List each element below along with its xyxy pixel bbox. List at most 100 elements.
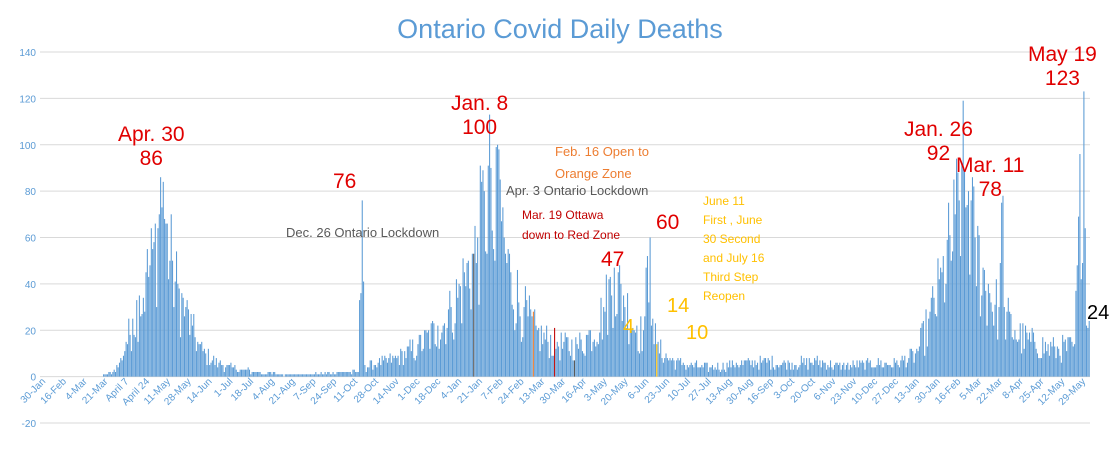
bar: [1005, 339, 1007, 377]
bar: [743, 360, 745, 377]
bar: [1066, 351, 1068, 377]
bar: [1028, 332, 1031, 377]
bar: [264, 374, 266, 377]
bar: [526, 300, 528, 377]
bar: [1007, 297, 1009, 377]
bar: [837, 365, 840, 377]
bar: [747, 358, 749, 377]
x-tick-label: 16-Apr: [560, 376, 589, 405]
annotation-mar11: Mar. 11 78: [956, 154, 1025, 201]
bar: [540, 325, 542, 377]
bar: [514, 330, 516, 377]
bar: [373, 365, 375, 377]
bar: [997, 339, 999, 377]
bar: [377, 362, 379, 377]
bar: [152, 249, 154, 377]
bar: [706, 362, 708, 377]
bar: [266, 374, 268, 377]
bar: [260, 374, 262, 377]
bar: [616, 314, 618, 377]
bar: [382, 360, 385, 377]
bar: [1051, 346, 1053, 377]
bar: [262, 374, 264, 377]
bar: [197, 341, 199, 377]
bar: [129, 334, 131, 377]
chart-title: Ontario Covid Daily Deaths: [397, 14, 723, 44]
bar: [385, 358, 387, 377]
bar: [1055, 358, 1057, 377]
bar: [891, 367, 893, 377]
bar: [428, 330, 430, 377]
bar: [792, 369, 794, 377]
annotation-apr30: Apr. 30 86: [118, 123, 185, 170]
bar: [591, 351, 593, 377]
bar: [251, 371, 253, 377]
bar: [550, 334, 552, 377]
bar: [613, 267, 615, 377]
bar: [879, 365, 881, 377]
bar: [559, 360, 561, 377]
bar: [861, 360, 863, 377]
bar: [1010, 314, 1012, 377]
bar: [421, 351, 423, 377]
bar: [183, 316, 186, 377]
bar: [563, 341, 565, 377]
bar: [908, 358, 910, 377]
bar: [593, 339, 595, 377]
bar: [884, 362, 886, 377]
bar: [443, 323, 446, 377]
bar: [214, 365, 216, 377]
bar: [975, 286, 977, 377]
bar: [745, 360, 747, 377]
bar: [361, 200, 363, 377]
bar: [1034, 341, 1036, 377]
y-tick-label: 140: [19, 48, 36, 59]
bar: [432, 320, 434, 377]
bar: [916, 348, 918, 377]
bar: [1064, 339, 1066, 377]
bar: [857, 367, 859, 377]
bar: [913, 362, 915, 377]
bar: [896, 360, 898, 377]
bar: [871, 367, 873, 377]
bar: [885, 362, 887, 377]
bar: [252, 371, 254, 377]
bar: [118, 362, 121, 377]
bar: [952, 251, 954, 377]
bar: [111, 374, 113, 377]
bar: [396, 358, 398, 377]
bar: [827, 365, 829, 377]
bar: [680, 358, 682, 377]
bar: [242, 369, 244, 377]
bar: [665, 353, 667, 377]
y-tick-label: 100: [19, 141, 36, 152]
bar: [556, 341, 558, 377]
bar: [993, 325, 995, 377]
bar: [274, 371, 276, 377]
bar: [843, 362, 845, 377]
bar: [900, 360, 902, 377]
bar: [493, 249, 495, 377]
bar: [300, 374, 302, 377]
bar: [508, 253, 511, 377]
bar: [380, 365, 382, 377]
bar: [863, 362, 865, 377]
bar: [656, 344, 658, 377]
annotation-jan26: Jan. 26 92: [904, 118, 973, 165]
bar: [1009, 311, 1011, 377]
bar: [371, 360, 373, 377]
bar: [400, 348, 402, 377]
bar: [190, 314, 192, 377]
bar: [112, 371, 114, 377]
bar: [313, 374, 316, 377]
bar: [1013, 339, 1015, 377]
bar: [157, 228, 159, 377]
bar: [620, 283, 622, 377]
bar: [599, 332, 601, 377]
bar: [194, 337, 196, 377]
bar: [958, 200, 960, 377]
bar: [778, 367, 780, 377]
bar: [185, 307, 187, 377]
bar: [206, 365, 208, 377]
bar: [324, 371, 326, 377]
